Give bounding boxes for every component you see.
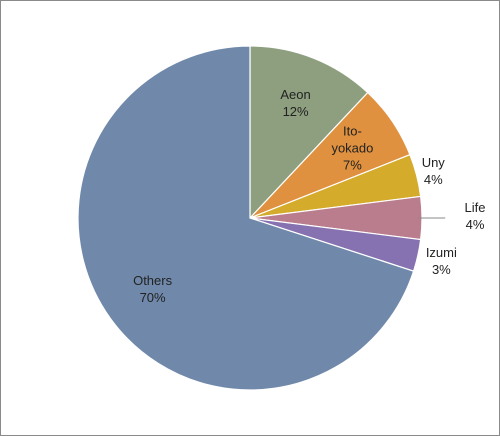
slice-label: Life 4% <box>455 199 495 233</box>
pie-slice <box>77 45 415 391</box>
category-label: Uny <box>421 154 445 170</box>
category-label: Izumi <box>425 244 457 260</box>
category-label: Ito-yokado <box>331 123 374 156</box>
value-label: 70% <box>139 289 166 305</box>
pie-slice <box>249 45 369 220</box>
slice-label: Aeon 12% <box>266 86 326 120</box>
slice-label: Others 70% <box>123 272 183 306</box>
slice-label: Ito-yokado 7% <box>322 123 382 174</box>
category-label: Others <box>133 272 173 288</box>
slice-label: Uny 4% <box>413 154 453 188</box>
value-label: 3% <box>431 261 451 277</box>
slice-label: Izumi 3% <box>421 244 461 278</box>
category-label: Life <box>464 200 486 215</box>
value-label: 7% <box>343 157 362 173</box>
value-label: 12% <box>282 103 309 119</box>
category-label: Aeon <box>280 86 311 102</box>
value-label: 4% <box>423 171 443 187</box>
value-label: 4% <box>465 217 485 232</box>
